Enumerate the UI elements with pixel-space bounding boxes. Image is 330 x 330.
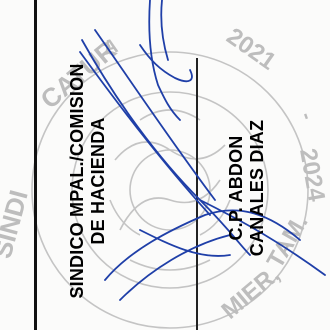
signature-line bbox=[196, 58, 198, 330]
svg-text:A: A bbox=[101, 35, 121, 60]
signer-name-line-2: CANALES DIAZ bbox=[247, 119, 267, 257]
signer-name: C.P. ABDON CANALES DIAZ bbox=[226, 88, 268, 288]
role-title-line-1: SINDICO MPAL./COMISION bbox=[67, 63, 87, 299]
role-title-line-2: DE HACIENDA bbox=[88, 117, 108, 245]
role-title: SINDICO MPAL./COMISION DE HACIENDA bbox=[67, 40, 109, 322]
left-border-rule bbox=[34, 0, 37, 330]
signer-name-line-1: C.P. ABDON bbox=[226, 135, 246, 241]
